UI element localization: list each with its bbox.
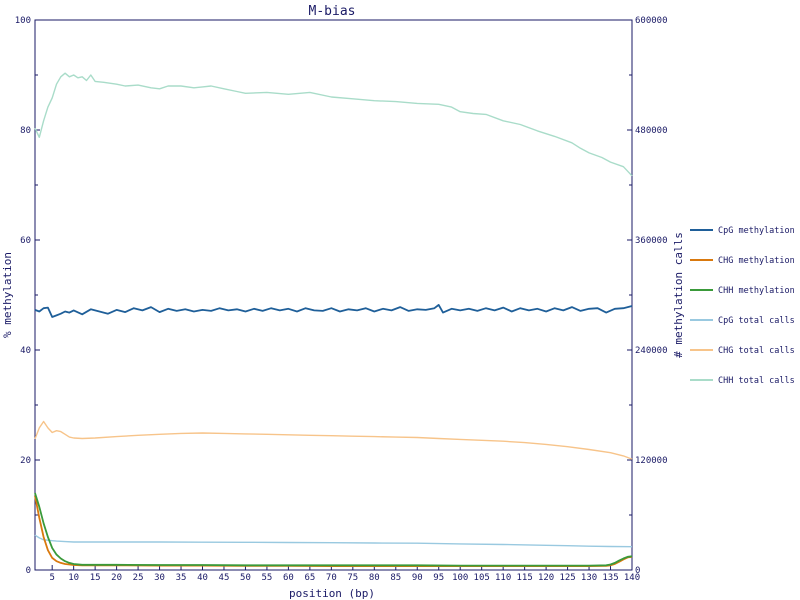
left-y-tick-label: 20 xyxy=(20,456,31,466)
x-tick-label: 75 xyxy=(347,573,358,583)
x-axis: 5 10 15 20 25 30 35 40 45 50 55 60 65 70 75 80 85 90 95 100… xyxy=(49,565,640,583)
left-y-tick-label: 80 xyxy=(20,126,31,136)
left-y-tick-label: 40 xyxy=(20,346,31,356)
left-y-axis: 0 20 40 60 80 100 xyxy=(15,16,40,576)
right-y-axis-label: # methylation calls xyxy=(672,232,685,358)
left-y-tick-label: 60 xyxy=(20,236,31,246)
x-tick-label: 10 xyxy=(68,573,79,583)
x-tick-label: 80 xyxy=(369,573,380,583)
x-tick-label: 55 xyxy=(262,573,273,583)
series-line-cpg-total-calls xyxy=(34,534,633,548)
legend-label: CHH methylation xyxy=(718,286,795,296)
x-tick-label: 140 xyxy=(624,573,640,583)
x-tick-label: 35 xyxy=(176,573,187,583)
series-line-chg-methylation xyxy=(34,495,633,567)
x-tick-label: 110 xyxy=(495,573,511,583)
x-tick-label: 125 xyxy=(559,573,575,583)
series-line-chh-methylation xyxy=(34,492,633,567)
legend-label: CHG methylation xyxy=(718,256,795,266)
right-y-tick-label: 600000 xyxy=(635,16,668,26)
x-tick-label: 15 xyxy=(90,573,101,583)
x-axis-label: position (bp) xyxy=(289,587,375,600)
legend-label: CpG methylation xyxy=(718,226,795,236)
x-tick-label: 135 xyxy=(602,573,618,583)
chart-title: M-bias xyxy=(309,4,356,19)
x-tick-label: 90 xyxy=(412,573,423,583)
x-tick-label: 65 xyxy=(304,573,315,583)
right-y-tick-label: 240000 xyxy=(635,346,668,356)
x-tick-label: 120 xyxy=(538,573,554,583)
x-tick-label: 40 xyxy=(197,573,208,583)
right-y-tick-label: 0 xyxy=(635,566,640,576)
x-tick-label: 115 xyxy=(516,573,532,583)
x-tick-label: 5 xyxy=(49,573,54,583)
legend: CpG methylation CHG methylation CHH methyl… xyxy=(690,226,795,386)
series-line-chh-total-calls xyxy=(34,72,633,177)
left-y-tick-label: 100 xyxy=(15,16,31,26)
legend-label: CpG total calls xyxy=(718,316,795,326)
left-y-axis-label: % methylation xyxy=(1,252,14,338)
x-tick-label: 20 xyxy=(111,573,122,583)
right-y-tick-label: 480000 xyxy=(635,126,668,136)
x-tick-label: 45 xyxy=(219,573,230,583)
x-tick-label: 30 xyxy=(154,573,165,583)
x-tick-label: 85 xyxy=(390,573,401,583)
legend-label: CHH total calls xyxy=(718,376,795,386)
x-tick-label: 60 xyxy=(283,573,294,583)
series-lines xyxy=(34,72,633,567)
legend-label: CHG total calls xyxy=(718,346,795,356)
x-tick-label: 25 xyxy=(133,573,144,583)
x-tick-label: 70 xyxy=(326,573,337,583)
x-tick-label: 50 xyxy=(240,573,251,583)
x-tick-label: 100 xyxy=(452,573,468,583)
series-line-chg-total-calls xyxy=(34,420,633,460)
x-tick-label: 105 xyxy=(474,573,490,583)
plot-area-frame xyxy=(34,19,633,571)
right-y-axis: 0 120000 240000 360000 480000 600000 xyxy=(627,16,668,576)
left-y-tick-label: 0 xyxy=(26,566,31,576)
series-line-cpg-methylation xyxy=(34,303,633,318)
right-y-tick-label: 360000 xyxy=(635,236,668,246)
x-tick-label: 95 xyxy=(433,573,444,583)
x-tick-label: 130 xyxy=(581,573,597,583)
right-y-tick-label: 120000 xyxy=(635,456,668,466)
